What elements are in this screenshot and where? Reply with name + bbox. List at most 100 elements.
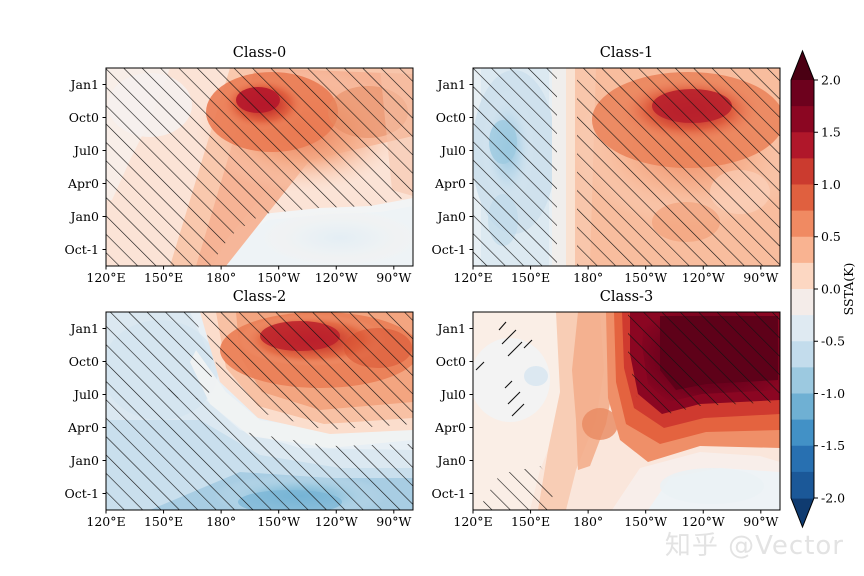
y-tick-label: Jan1 xyxy=(436,321,466,336)
panel-class-2: Class-2 xyxy=(105,289,414,511)
y-tick-label: Jan0 xyxy=(436,209,467,224)
colorbar-tick-label: 1.5 xyxy=(821,125,841,140)
colorbar-swatch xyxy=(791,341,814,368)
x-tick-label: 120°E xyxy=(86,514,125,529)
y-tick-label: Oct-1 xyxy=(65,242,99,257)
significance-hatching-ne xyxy=(200,312,413,430)
y-tick-label: Jul0 xyxy=(439,143,466,158)
colorbar-tick-label: 0.5 xyxy=(821,229,841,244)
significance-hatching-core xyxy=(628,312,780,416)
colorbar-tick-label: -1.5 xyxy=(821,438,845,453)
y-tick-label: Oct-1 xyxy=(432,242,466,257)
colorbar-swatch xyxy=(791,158,814,186)
x-tick-label: 120°E xyxy=(453,514,492,529)
x-tick-label: 150°W xyxy=(257,270,300,285)
colorbar-swatch xyxy=(791,80,814,107)
colorbar-swatch xyxy=(791,289,814,316)
x-tick-label: 90°W xyxy=(376,514,411,529)
y-tick-label: Oct0 xyxy=(436,354,466,369)
x-tick-label: 90°W xyxy=(376,270,411,285)
y-tick-label: Jul0 xyxy=(439,387,466,402)
x-tick-label: 120°W xyxy=(682,270,725,285)
contour-field-class-3 xyxy=(473,312,780,510)
y-tick-label: Apr0 xyxy=(67,176,99,191)
colorbar-swatch xyxy=(791,471,814,499)
colorbar-swatch xyxy=(791,367,814,395)
colorbar-ticks: 2.0 1.5 1.0 0.5 0.0 -0.5 -1.0 -1.5 -2.0 xyxy=(814,72,845,505)
y-tick-label: Oct0 xyxy=(69,110,99,125)
colorbar-swatch xyxy=(791,236,814,264)
significance-hatching-east xyxy=(577,68,780,266)
y-tick-label: Oct-1 xyxy=(65,486,99,501)
y-tick-label: Jul0 xyxy=(72,143,99,158)
colorbar-swatches xyxy=(791,51,814,527)
y-tick-label: Oct-1 xyxy=(432,486,466,501)
colorbar-swatch xyxy=(791,393,814,421)
contour-field-class-0 xyxy=(106,68,413,266)
x-tick-label: 120°E xyxy=(453,270,492,285)
y-tick-label: Jan0 xyxy=(69,209,100,224)
y-tick-label: Apr0 xyxy=(434,420,466,435)
x-tick-label: 180° xyxy=(573,270,603,285)
x-tick-label: 90°W xyxy=(743,270,778,285)
colorbar-swatch xyxy=(791,419,814,447)
colorbar-tick-label: -0.5 xyxy=(821,334,845,349)
colorbar-swatch xyxy=(791,132,814,159)
y-tick-label: Jul0 xyxy=(72,387,99,402)
colorbar-swatch xyxy=(791,210,814,238)
plot-frame-class-1 xyxy=(472,67,781,267)
colorbar-tick-label: -2.0 xyxy=(821,490,845,505)
x-tick-label: 150°E xyxy=(511,270,550,285)
x-tick-label: 120°W xyxy=(682,514,725,529)
x-tick-label: 180° xyxy=(206,270,236,285)
colorbar[interactable]: 2.0 1.5 1.0 0.5 0.0 -0.5 -1.0 -1.5 -2.0 SSTA(K) xyxy=(789,40,856,539)
panel-title-class-3: Class-3 xyxy=(600,289,653,305)
significance-hatching-west xyxy=(473,68,557,266)
colorbar-tick-label: 2.0 xyxy=(821,72,841,87)
significance-hatching-sw xyxy=(106,340,413,510)
x-tick-label: 120°W xyxy=(315,514,358,529)
colorbar-swatch xyxy=(791,315,814,342)
y-tick-label: Jan1 xyxy=(69,77,99,92)
colorbar-label: SSTA(K) xyxy=(841,263,856,316)
colorbar-swatch xyxy=(791,445,814,473)
x-tick-label: 150°E xyxy=(144,270,183,285)
colorbar-tick-label: 1.0 xyxy=(821,177,841,192)
y-tick-label: Apr0 xyxy=(67,420,99,435)
y-tick-label: Apr0 xyxy=(434,176,466,191)
panel-title-class-1: Class-1 xyxy=(600,45,653,61)
contour-field-class-1 xyxy=(473,68,780,266)
axis-ticks: 120°E 150°E 180° 150°W 120°W 90°W Jan1 Oct0 Jul0… xyxy=(65,77,779,529)
colorbar-swatch xyxy=(791,184,814,212)
watermark: 知乎 @Vector xyxy=(664,531,844,561)
x-tick-label: 120°W xyxy=(315,270,358,285)
y-tick-label: Jan1 xyxy=(436,77,466,92)
panel-class-3: Class-3 xyxy=(472,289,781,511)
x-tick-label: 150°E xyxy=(144,514,183,529)
significance-hatching-nw-specks xyxy=(475,321,533,417)
x-tick-label: 180° xyxy=(573,514,603,529)
y-tick-label: Jan0 xyxy=(69,453,100,468)
x-tick-label: 90°W xyxy=(743,514,778,529)
x-tick-label: 150°W xyxy=(257,514,300,529)
significance-hatching-sw-patch xyxy=(478,466,556,510)
x-tick-label: 150°W xyxy=(624,514,667,529)
plot-frame-class-0 xyxy=(105,67,414,267)
colorbar-tick-label: -1.0 xyxy=(821,386,845,401)
colorbar-swatch xyxy=(791,106,814,133)
x-tick-label: 150°W xyxy=(624,270,667,285)
plot-frame-class-2 xyxy=(105,311,414,511)
y-tick-label: Oct0 xyxy=(69,354,99,369)
panel-class-0: Class-0 xyxy=(105,45,414,267)
x-tick-label: 150°E xyxy=(511,514,550,529)
y-tick-label: Oct0 xyxy=(436,110,466,125)
y-tick-label: Jan1 xyxy=(69,321,99,336)
significance-hatching xyxy=(106,68,413,266)
x-tick-label: 120°E xyxy=(86,270,125,285)
x-tick-label: 180° xyxy=(206,514,236,529)
panel-title-class-0: Class-0 xyxy=(233,45,286,61)
significance-hatching-nw xyxy=(106,312,214,400)
colorbar-tick-label: 0.0 xyxy=(821,281,841,296)
panel-class-1: Class-1 xyxy=(472,45,781,267)
